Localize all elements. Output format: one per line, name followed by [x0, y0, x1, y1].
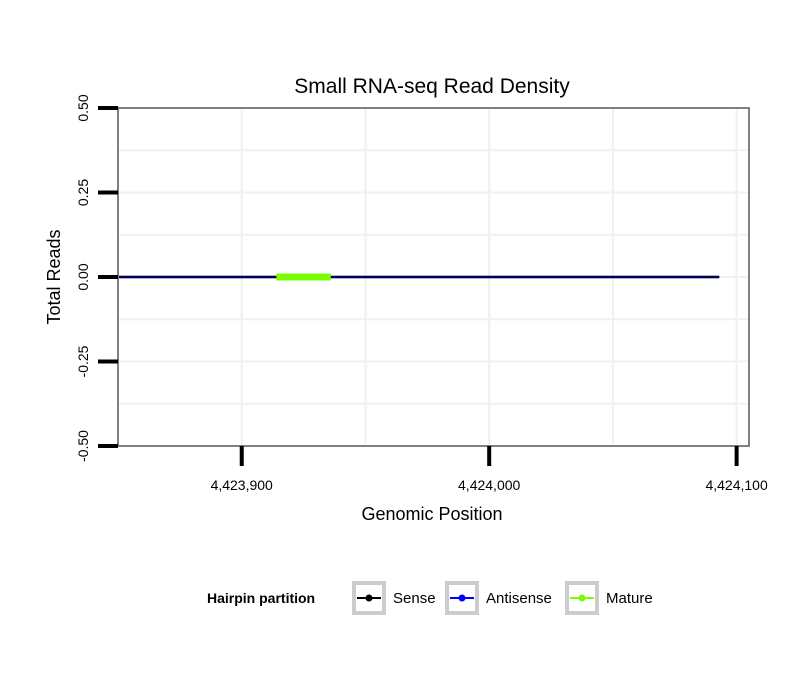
x-tick-label: 4,424,100	[705, 477, 767, 493]
x-tick-label: 4,424,000	[458, 477, 520, 493]
legend-key-point	[365, 594, 373, 602]
legend-label-antisense: Antisense	[486, 590, 552, 607]
y-tick-label: 0.25	[75, 179, 91, 206]
x-tick-label: 4,423,900	[211, 477, 273, 493]
y-tick-label: 0.50	[75, 94, 91, 121]
legend-title: Hairpin partition	[207, 590, 315, 606]
legend: Hairpin partition Sense Antisense Mature	[207, 581, 653, 615]
legend-label-sense: Sense	[393, 590, 436, 607]
y-tick-label: -0.25	[75, 345, 91, 377]
legend-key-point	[578, 594, 586, 602]
chart-title: Small RNA-seq Read Density	[294, 75, 570, 98]
legend-label-mature: Mature	[606, 590, 653, 607]
axes: -0.50 -0.25 0.00 0.25 0.50 4,423,900 4,424,000…	[75, 94, 768, 493]
legend-key-point	[458, 594, 466, 602]
y-axis-label: Total Reads	[44, 229, 64, 324]
y-tick-label: -0.50	[75, 430, 91, 462]
y-tick-label: 0.00	[75, 263, 91, 290]
x-axis-label: Genomic Position	[361, 504, 502, 524]
